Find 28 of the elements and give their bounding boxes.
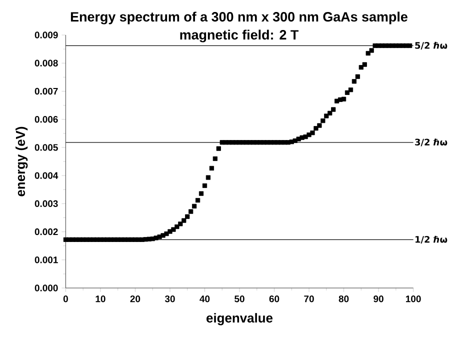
chart-title: Energy spectrum of a 300 nm x 300 nm GaAs sample — [70, 12, 408, 24]
x-tick-label: 20 — [130, 296, 140, 302]
x-tick-label: 100 — [406, 296, 421, 302]
x-tick-label: 90 — [374, 296, 384, 302]
y-tick-label: 0.005 — [34, 144, 58, 151]
x-tick-label: 0 — [63, 296, 68, 302]
x-tick-label: 70 — [304, 296, 314, 302]
x-axis-title: eigenvalue — [206, 313, 273, 326]
y-tick-label: 0.000 — [34, 284, 58, 292]
y-tick-label: 0.001 — [34, 256, 58, 264]
ref-line-label: 1/2 ℏω — [416, 236, 448, 244]
x-tick-label: 50 — [234, 296, 244, 302]
x-tick-label: 30 — [164, 296, 175, 302]
x-tick-label: 10 — [96, 296, 106, 302]
y-tick-label: 0.003 — [34, 200, 58, 208]
y-tick-label: 0.009 — [34, 32, 58, 38]
x-tick-label: 40 — [200, 296, 210, 302]
x-tick-label: 60 — [269, 296, 280, 302]
ref-line-label: 3/2 ℏω — [415, 138, 448, 146]
ref-line-label: 5/2 ℏω — [415, 42, 448, 50]
y-tick-label: 0.002 — [34, 228, 58, 236]
chart-subtitle: magnetic field: 2 T — [180, 30, 299, 42]
y-tick-label: 0.004 — [34, 172, 58, 179]
y-axis-title: energy (eV) — [16, 126, 28, 196]
y-tick-label: 0.006 — [34, 116, 58, 123]
x-tick-label: 80 — [338, 296, 349, 302]
y-tick-label: 0.007 — [34, 88, 58, 95]
y-tick-label: 0.008 — [34, 60, 58, 66]
